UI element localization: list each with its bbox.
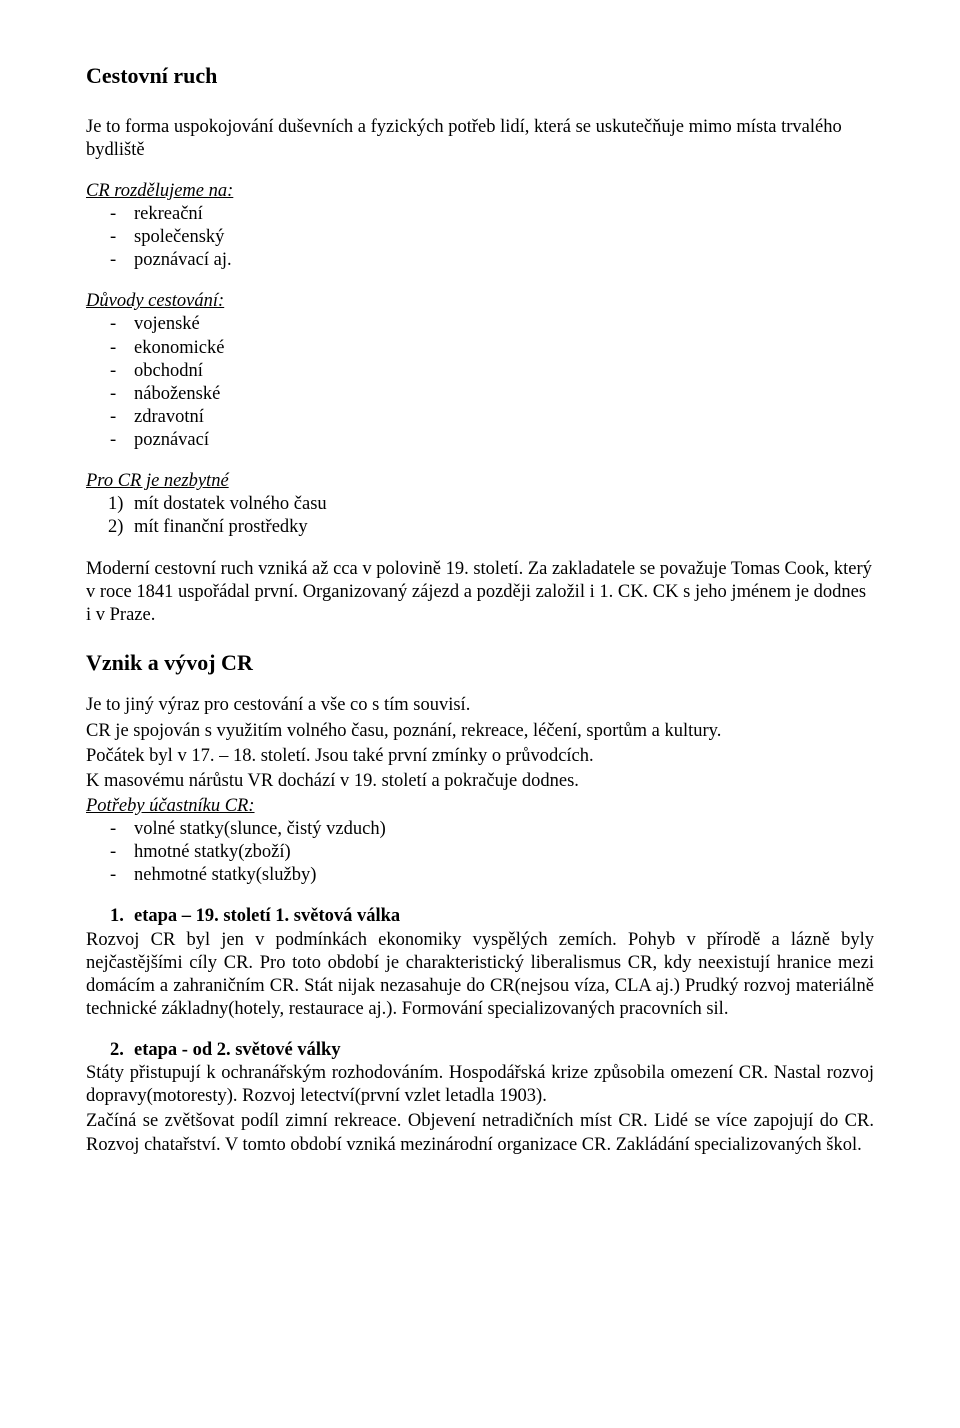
list-item: rekreační <box>134 203 874 226</box>
etapa2-body: Státy přistupují k ochranářským rozhodov… <box>86 1062 874 1108</box>
section2-block: Je to jiný výraz pro cestování a vše co … <box>86 694 874 887</box>
section-heading: Vznik a vývoj CR <box>86 649 874 677</box>
list-item: volné statky(slunce, čistý vzduch) <box>134 818 874 841</box>
etapa2-heading: 2. etapa - od 2. světové války <box>86 1039 874 1062</box>
need-block: Pro CR je nezbytné 1)mít dostatek volnéh… <box>86 470 874 539</box>
list-item: hmotné statky(zboží) <box>134 841 874 864</box>
divide-list: rekreační společenský poznávací aj. <box>86 203 874 272</box>
list-item: zdravotní <box>134 406 874 429</box>
etapa2-block: 2. etapa - od 2. světové války Státy při… <box>86 1039 874 1157</box>
body-text: CR je spojován s využitím volného času, … <box>86 720 874 743</box>
etapa2-body2: Začíná se zvětšovat podíl zimní rekreace… <box>86 1110 874 1156</box>
divide-block: CR rozdělujeme na: rekreační společenský… <box>86 180 874 273</box>
page-title: Cestovní ruch <box>86 62 874 90</box>
list-item: společenský <box>134 226 874 249</box>
history-paragraph: Moderní cestovní ruch vzniká až cca v po… <box>86 558 874 627</box>
intro-paragraph: Je to forma uspokojování duševních a fyz… <box>86 116 874 162</box>
needs2-heading: Potřeby účastníku CR: <box>86 795 874 818</box>
body-text: Je to jiný výraz pro cestování a vše co … <box>86 694 874 717</box>
list-item: poznávací <box>134 429 874 452</box>
body-text: Počátek byl v 17. – 18. století. Jsou ta… <box>86 745 874 768</box>
list-item: vojenské <box>134 313 874 336</box>
list-item: poznávací aj. <box>134 249 874 272</box>
etapa-title: etapa - od 2. světové války <box>134 1040 341 1060</box>
list-number: 1) <box>108 493 123 516</box>
list-item: náboženské <box>134 383 874 406</box>
etapa1-body: Rozvoj CR byl jen v podmínkách ekonomiky… <box>86 929 874 1022</box>
reasons-block: Důvody cestování: vojenské ekonomické ob… <box>86 290 874 452</box>
etapa-number: 1. <box>110 905 124 928</box>
reasons-list: vojenské ekonomické obchodní náboženské … <box>86 313 874 452</box>
need-list: 1)mít dostatek volného času 2)mít finanč… <box>86 493 874 539</box>
needs2-list: volné statky(slunce, čistý vzduch) hmotn… <box>86 818 874 887</box>
etapa1-block: 1. etapa – 19. století 1. světová válka … <box>86 905 874 1021</box>
etapa-number: 2. <box>110 1039 124 1062</box>
list-item: 1)mít dostatek volného času <box>134 493 874 516</box>
etapa-title: etapa – 19. století 1. světová válka <box>134 906 400 926</box>
list-item: obchodní <box>134 360 874 383</box>
body-text: K masovému nárůstu VR dochází v 19. stol… <box>86 770 874 793</box>
list-text: mít dostatek volného času <box>134 494 327 514</box>
etapa1-heading: 1. etapa – 19. století 1. světová válka <box>86 905 874 928</box>
list-item: 2)mít finanční prostředky <box>134 516 874 539</box>
reasons-heading: Důvody cestování: <box>86 290 874 313</box>
list-item: nehmotné statky(služby) <box>134 864 874 887</box>
list-item: ekonomické <box>134 337 874 360</box>
list-number: 2) <box>108 516 123 539</box>
list-text: mít finanční prostředky <box>134 517 308 537</box>
divide-heading: CR rozdělujeme na: <box>86 180 874 203</box>
need-heading: Pro CR je nezbytné <box>86 470 874 493</box>
